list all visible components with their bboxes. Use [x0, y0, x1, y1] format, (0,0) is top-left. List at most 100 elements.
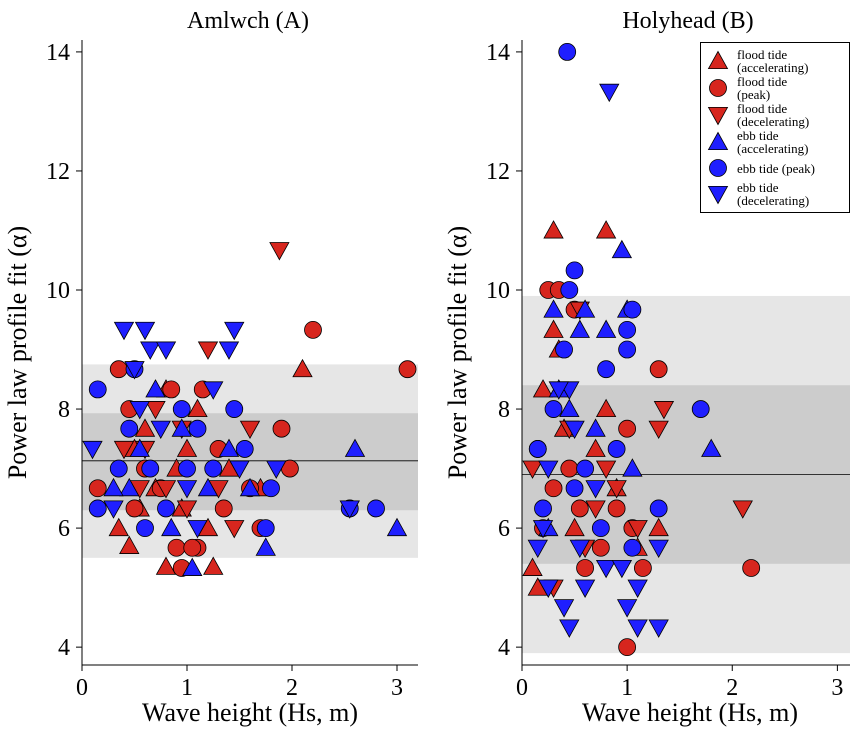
point: [136, 519, 154, 537]
point: [709, 79, 727, 97]
point: [532, 520, 554, 539]
point: [161, 517, 182, 537]
point: [178, 459, 196, 478]
panel-title: Amlwch (A): [187, 8, 309, 34]
point: [565, 479, 584, 498]
y-tick-label: 12: [46, 159, 70, 185]
point: [269, 242, 290, 261]
x-tick-label: 3: [391, 675, 403, 701]
point: [544, 400, 563, 418]
point: [649, 360, 668, 379]
y-tick-label: 6: [58, 516, 70, 542]
point: [218, 438, 240, 457]
point: [255, 537, 276, 556]
point: [553, 599, 575, 618]
point: [224, 520, 245, 539]
point: [88, 380, 107, 399]
legend-label: flood tide (peak): [737, 74, 788, 102]
panel-title: Holyhead (B): [622, 8, 753, 34]
point: [103, 477, 124, 497]
point: [88, 499, 107, 518]
point: [585, 438, 606, 457]
y-tick-label: 8: [498, 397, 510, 423]
point: [197, 477, 219, 497]
point: [595, 398, 617, 418]
point: [398, 360, 417, 379]
point: [239, 420, 261, 440]
point: [171, 418, 192, 437]
x-tick-label: 0: [516, 675, 528, 701]
point: [141, 459, 160, 478]
point: [595, 559, 617, 579]
legend-item: ebb tide (decelerating): [705, 181, 843, 207]
point: [707, 50, 729, 70]
point: [262, 479, 280, 498]
point: [108, 517, 129, 537]
point: [595, 460, 617, 479]
point: [113, 440, 135, 460]
point: [145, 401, 166, 420]
point: [564, 420, 585, 440]
point: [574, 299, 596, 318]
legend-item: flood tide (peak): [705, 75, 843, 101]
point: [574, 579, 596, 598]
point: [140, 341, 161, 360]
legend-label: ebb tide (peak): [737, 160, 815, 176]
point: [344, 438, 366, 457]
point: [595, 220, 617, 239]
point: [155, 341, 177, 360]
point: [653, 401, 675, 420]
point: [607, 440, 626, 458]
point: [543, 220, 564, 239]
point: [134, 418, 156, 437]
x-tick-label: 3: [831, 675, 843, 701]
point: [103, 500, 124, 519]
point: [155, 480, 177, 499]
point: [129, 401, 150, 420]
point: [235, 440, 254, 458]
point: [239, 477, 261, 497]
point: [707, 131, 729, 151]
legend-marker: [709, 159, 727, 177]
legend-item: flood tide (accelerating): [705, 48, 843, 74]
point: [155, 556, 177, 575]
point: [218, 341, 240, 360]
y-tick-label: 10: [486, 278, 510, 304]
point: [618, 638, 637, 657]
point: [544, 479, 563, 498]
point: [197, 341, 219, 360]
point: [176, 438, 198, 457]
point: [543, 319, 564, 338]
point: [597, 360, 616, 379]
legend-label: flood tide (decelerating): [737, 101, 810, 129]
point: [701, 438, 722, 457]
legend: flood tide (accelerating) flood tide (pea…: [700, 42, 850, 213]
point: [707, 107, 729, 126]
y-tick-label: 4: [498, 635, 510, 661]
legend-item: ebb tide (accelerating): [705, 129, 843, 155]
x-tick-label: 1: [621, 675, 633, 701]
point: [709, 159, 727, 177]
point: [555, 340, 573, 359]
point: [124, 361, 145, 380]
point: [522, 557, 543, 576]
point: [82, 440, 103, 460]
point: [559, 619, 580, 638]
legend-marker: [709, 79, 727, 97]
points: [82, 242, 417, 577]
point: [157, 499, 175, 518]
y-tick-label: 14: [486, 40, 510, 66]
point: [648, 517, 669, 537]
point: [292, 358, 313, 378]
point: [534, 499, 552, 518]
points: [522, 43, 761, 657]
point: [623, 538, 642, 557]
point: [691, 400, 710, 418]
point: [527, 539, 548, 559]
point: [187, 520, 208, 539]
point: [622, 458, 643, 477]
legend-marker: [707, 50, 729, 70]
point: [204, 459, 223, 478]
